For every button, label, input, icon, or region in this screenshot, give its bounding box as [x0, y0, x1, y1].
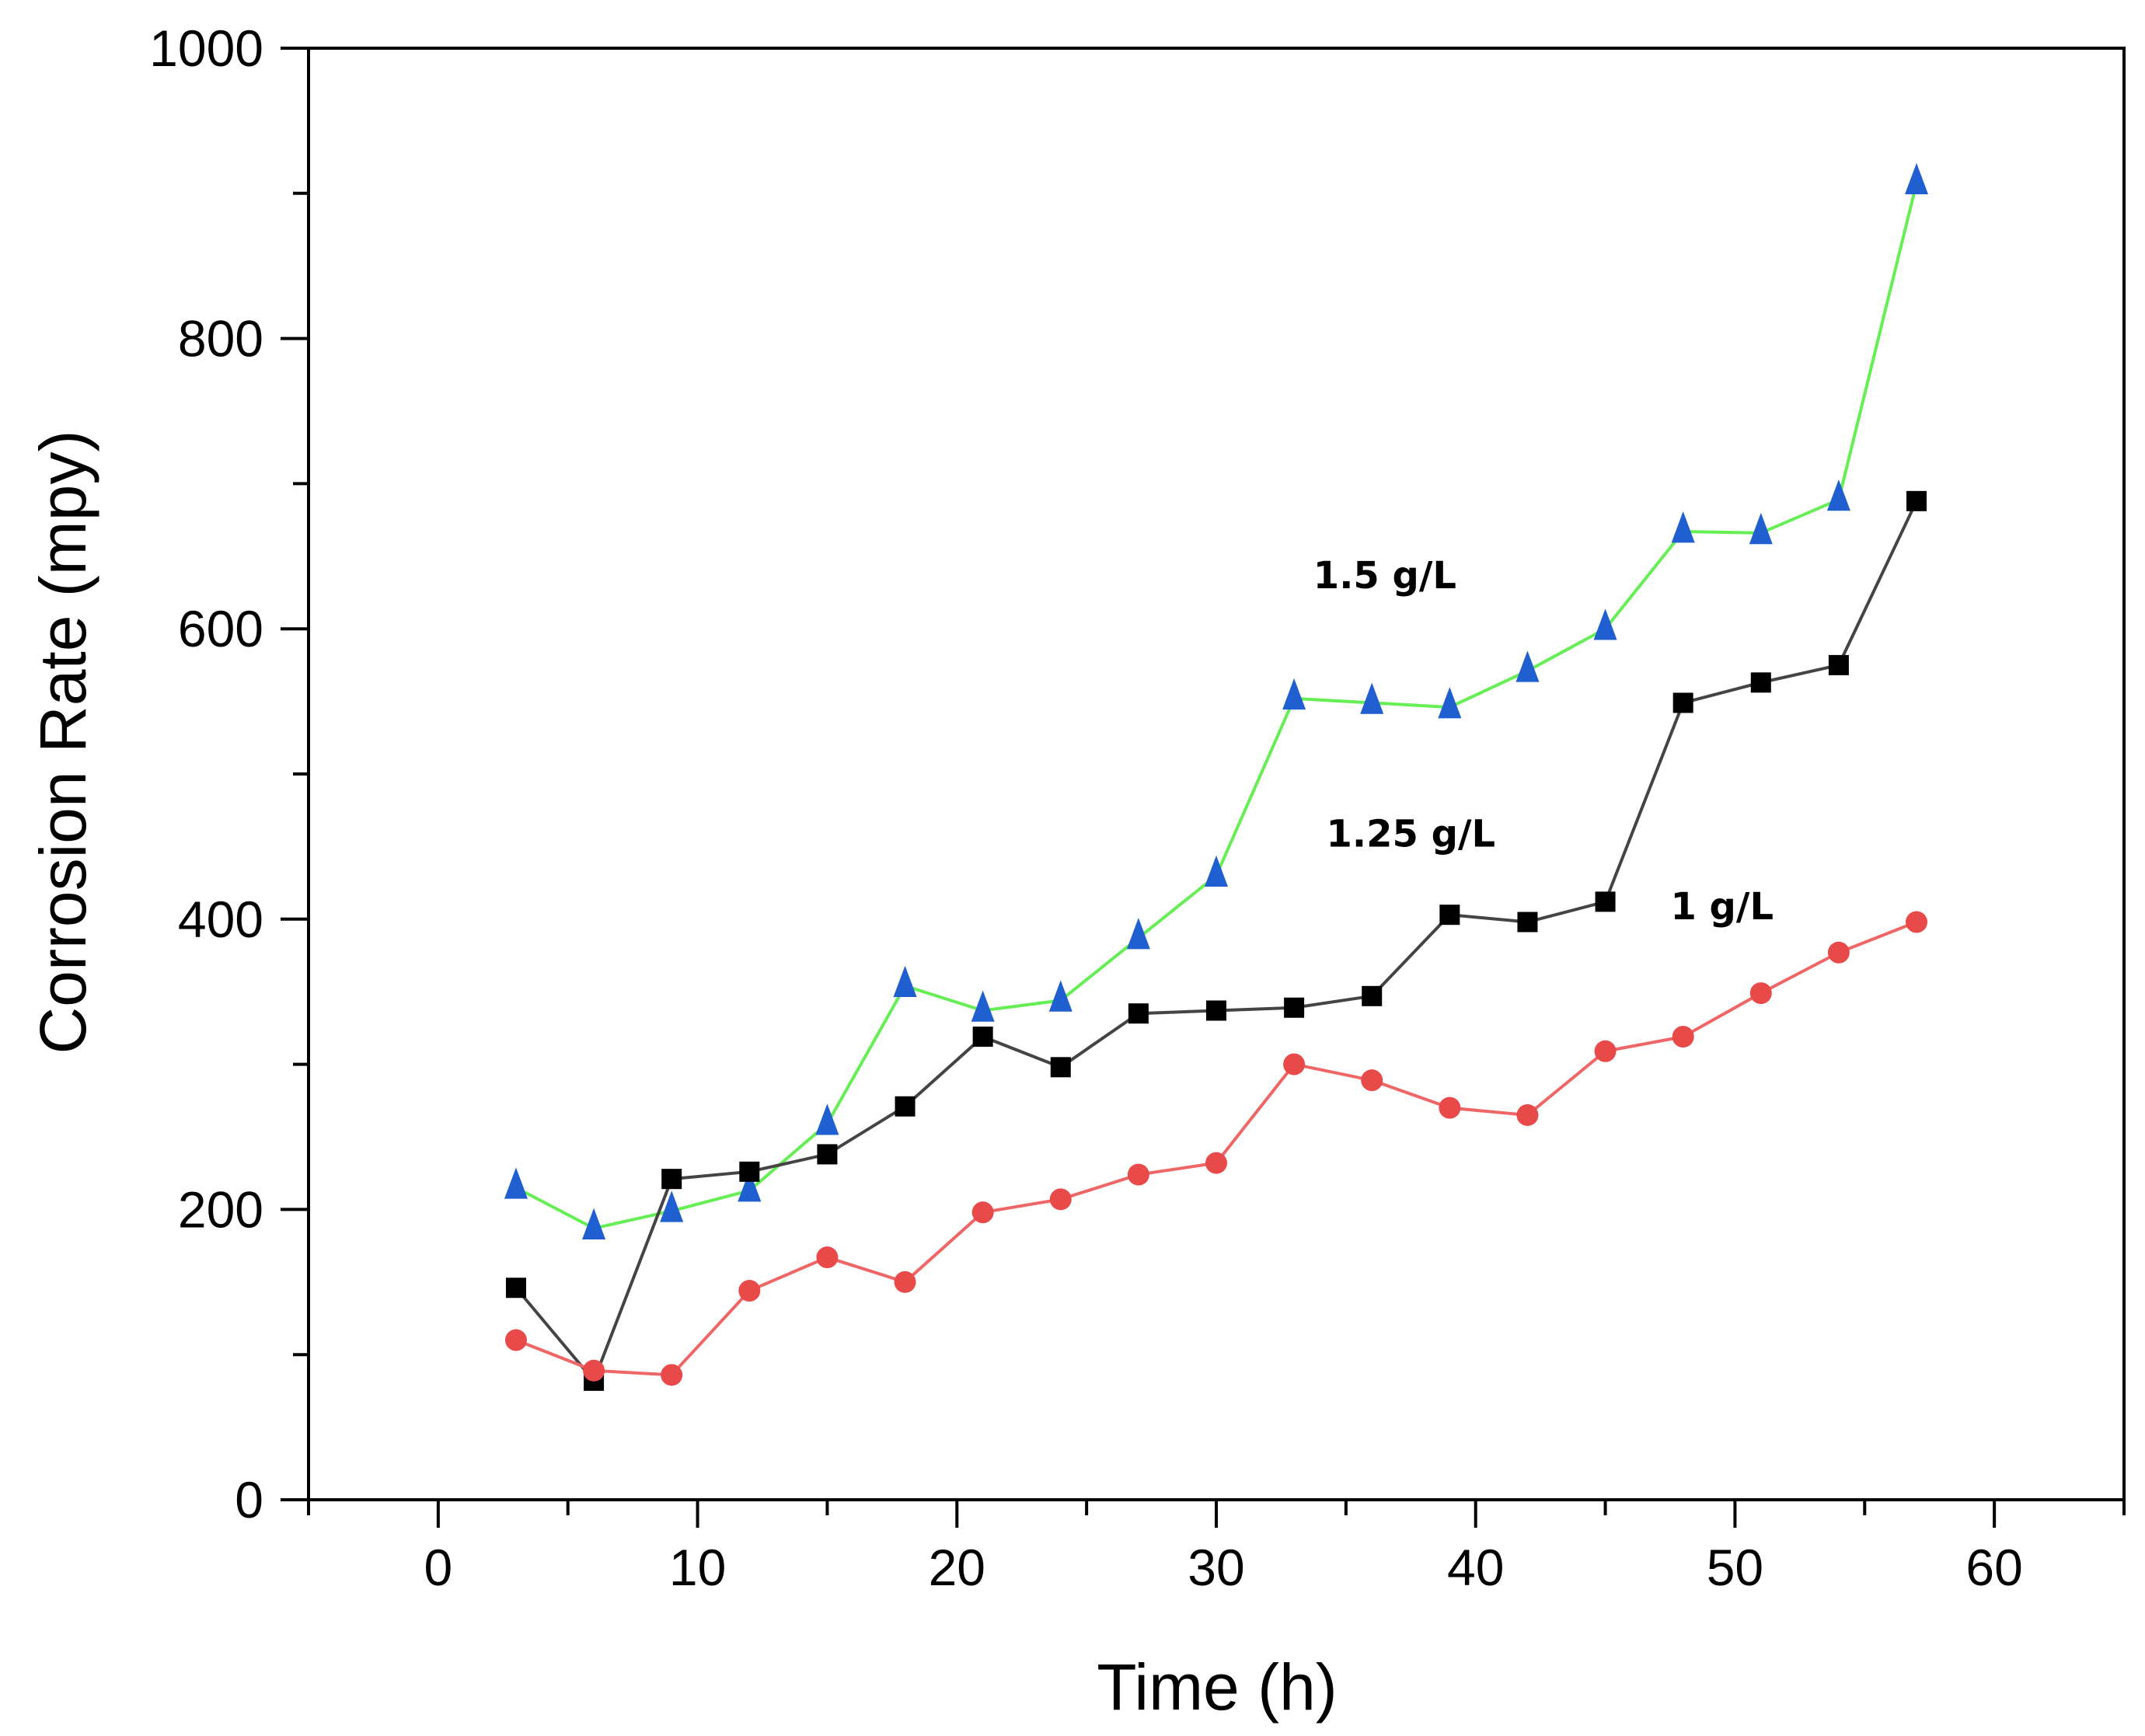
- data-point-square: [1672, 692, 1693, 713]
- data-point-circle: [1516, 1103, 1539, 1126]
- data-point-triangle: [1282, 678, 1306, 710]
- data-point-circle: [1361, 1069, 1383, 1092]
- data-point-circle: [1283, 1053, 1306, 1075]
- data-point-square: [817, 1144, 838, 1165]
- y-axis: 0 200 400 600 800 1000: [149, 19, 309, 1529]
- series-1-g-l: [504, 911, 1928, 1386]
- data-point-circle: [504, 1329, 527, 1351]
- data-point-circle: [1749, 982, 1772, 1005]
- data-point-square: [972, 1027, 993, 1048]
- data-point-square: [895, 1096, 916, 1117]
- data-point-triangle: [1360, 682, 1384, 714]
- data-point-circle: [1439, 1096, 1461, 1119]
- plot-border: [307, 47, 2126, 1501]
- data-point-triangle: [971, 990, 995, 1022]
- data-point-circle: [1049, 1188, 1072, 1211]
- data-point-circle: [1672, 1026, 1694, 1048]
- data-point-square: [1050, 1057, 1071, 1078]
- series-1-5-g-l: [504, 162, 1929, 1239]
- data-point-circle: [971, 1201, 994, 1224]
- x-tick-label: 0: [424, 1539, 452, 1596]
- data-point-square: [1284, 997, 1305, 1018]
- data-point-square: [1517, 912, 1538, 932]
- data-point-square: [1906, 490, 1927, 511]
- data-point-triangle: [1205, 855, 1228, 887]
- data-point-square: [1128, 1003, 1149, 1024]
- data-point-square: [1439, 905, 1460, 926]
- x-tick-label: 60: [1965, 1539, 2022, 1596]
- annotation-layer: 1.5 g/L 1.25 g/L 1 g/L: [1313, 554, 1774, 929]
- data-point-triangle: [1593, 608, 1617, 640]
- data-point-square: [1828, 654, 1849, 675]
- data-point-triangle: [1126, 918, 1150, 950]
- data-point-circle: [1827, 941, 1850, 964]
- x-tick-label: 10: [669, 1539, 726, 1596]
- series-line: [514, 500, 1918, 1384]
- series-annotation: 1 g/L: [1670, 885, 1774, 929]
- data-point-square: [1362, 985, 1383, 1006]
- y-tick-label: 1000: [149, 19, 263, 77]
- data-point-square: [661, 1169, 682, 1190]
- data-point-square: [1595, 891, 1616, 912]
- series-line: [515, 183, 1918, 1230]
- x-tick-label: 20: [929, 1539, 985, 1596]
- data-point-square: [505, 1278, 526, 1299]
- data-point-square: [1750, 672, 1771, 693]
- y-tick-label: 400: [178, 891, 263, 948]
- data-point-triangle: [582, 1208, 606, 1239]
- y-tick-label: 200: [178, 1180, 263, 1238]
- series-line: [515, 920, 1917, 1377]
- x-tick-label: 40: [1447, 1539, 1504, 1596]
- y-tick-label: 0: [235, 1471, 263, 1529]
- data-point-circle: [816, 1246, 839, 1269]
- data-point-triangle: [893, 965, 917, 998]
- x-tick-label: 30: [1188, 1539, 1244, 1596]
- data-point-triangle: [660, 1190, 684, 1222]
- data-point-circle: [894, 1271, 916, 1293]
- data-point-triangle: [1048, 980, 1072, 1012]
- data-point-triangle: [738, 1170, 762, 1202]
- series-layer: [504, 162, 1929, 1391]
- data-point-triangle: [504, 1167, 528, 1199]
- data-point-circle: [1127, 1163, 1149, 1186]
- data-point-square: [1206, 1000, 1226, 1021]
- y-tick-label: 600: [178, 600, 263, 657]
- data-point-triangle: [815, 1103, 839, 1135]
- series-annotation: 1.25 g/L: [1326, 812, 1495, 856]
- plot-frame: [307, 47, 2126, 1501]
- data-point-circle: [1906, 911, 1928, 933]
- series-annotation: 1.5 g/L: [1313, 554, 1456, 598]
- y-tick-label: 800: [178, 310, 263, 368]
- y-axis-title: Corrosion Rate (mpy): [26, 431, 99, 1054]
- series-1-25-g-l: [505, 490, 1927, 1391]
- x-axis-title: Time (h): [1097, 1651, 1338, 1724]
- data-point-triangle: [1749, 512, 1773, 545]
- x-tick-label: 50: [1707, 1539, 1763, 1596]
- data-point-circle: [583, 1359, 605, 1382]
- data-point-triangle: [1905, 162, 1929, 195]
- data-point-circle: [1205, 1152, 1227, 1174]
- x-axis: 0 10 20 30 40 50 60: [307, 1500, 2126, 1596]
- data-point-circle: [738, 1280, 761, 1302]
- data-point-triangle: [1515, 650, 1540, 682]
- data-point-triangle: [1438, 687, 1462, 719]
- data-point-triangle: [1671, 511, 1695, 543]
- data-point-triangle: [1826, 479, 1850, 511]
- data-point-square: [739, 1161, 760, 1182]
- data-point-circle: [661, 1364, 683, 1386]
- data-point-circle: [1594, 1040, 1617, 1062]
